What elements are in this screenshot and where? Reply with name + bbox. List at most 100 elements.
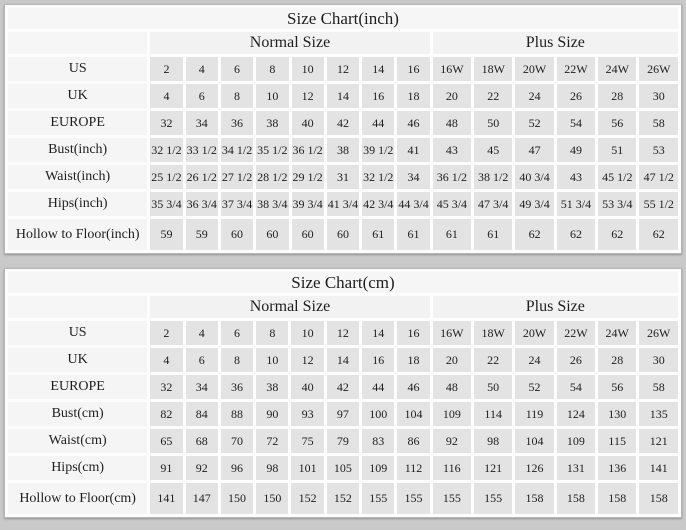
data-cell: 34 1/2 (220, 138, 254, 162)
data-cell: 41 3/4 (326, 192, 360, 216)
data-cell: 4 (185, 321, 218, 345)
data-cell: 38 1/2 (474, 165, 513, 189)
data-cell: 44 (362, 111, 395, 135)
data-cell: 20 (432, 348, 471, 372)
data-cell: 8 (256, 57, 289, 81)
data-cell: 20 (432, 84, 472, 108)
data-cell: 86 (397, 429, 430, 453)
data-cell: 18 (397, 84, 430, 108)
data-cell: 24W (598, 57, 637, 81)
data-cell: 48 (432, 375, 471, 399)
data-cell: 47 1/2 (639, 165, 678, 189)
data-cell: 40 (291, 111, 324, 135)
row-label: Waist(cm) (8, 429, 148, 453)
row-label: US (8, 57, 148, 81)
data-cell: 12 (291, 348, 324, 372)
data-cell: 62 (639, 219, 678, 250)
table-row: UK 4 6 8 10 12 14 16 18 20 22 24 26 28 30 (8, 84, 678, 108)
data-cell: 114 (474, 402, 513, 426)
data-cell: 10 (256, 84, 289, 108)
data-cell: 10 (291, 57, 324, 81)
data-cell: 43 (556, 165, 596, 189)
corner-cell (8, 296, 148, 318)
data-cell: 155 (432, 483, 471, 514)
data-cell: 14 (326, 348, 360, 372)
data-cell: 46 (397, 375, 430, 399)
data-cell: 16 (397, 321, 430, 345)
data-cell: 8 (220, 84, 254, 108)
data-cell: 121 (474, 456, 513, 480)
data-cell: 32 1/2 (150, 138, 183, 162)
data-cell: 93 (291, 402, 324, 426)
data-cell: 97 (326, 402, 360, 426)
data-cell: 10 (291, 321, 324, 345)
table-title: Size Chart(cm) (8, 272, 678, 293)
normal-size-header: Normal Size (150, 296, 430, 318)
corner-cell (8, 32, 148, 54)
data-cell: 61 (474, 219, 513, 250)
data-cell: 55 1/2 (639, 192, 678, 216)
data-cell: 104 (515, 429, 554, 453)
data-cell: 4 (185, 57, 218, 81)
data-cell: 54 (556, 375, 596, 399)
data-cell: 130 (598, 402, 637, 426)
data-cell: 47 (515, 138, 554, 162)
data-cell: 27 1/2 (220, 165, 254, 189)
data-cell: 26 (556, 84, 596, 108)
table-row: Hollow to Floor(cm) 141 147 150 150 152 152 155… (8, 483, 678, 514)
data-cell: 109 (432, 402, 471, 426)
data-cell: 109 (556, 429, 596, 453)
table-row: Bust(cm) 82 84 88 90 93 97 100 104 109 114 119 124 13… (8, 402, 678, 426)
group-header-row: Normal Size Plus Size (8, 296, 678, 318)
row-label: Waist(inch) (8, 165, 148, 189)
data-cell: 119 (515, 402, 554, 426)
data-cell: 158 (639, 483, 678, 514)
data-cell: 60 (326, 219, 360, 250)
data-cell: 105 (326, 456, 360, 480)
data-cell: 62 (598, 219, 637, 250)
data-cell: 45 3/4 (432, 192, 472, 216)
row-label: Hollow to Floor(cm) (8, 483, 148, 514)
data-cell: 147 (185, 483, 218, 514)
data-cell: 141 (150, 483, 183, 514)
data-cell: 35 3/4 (150, 192, 183, 216)
data-cell: 12 (291, 84, 324, 108)
data-cell: 4 (150, 348, 183, 372)
data-cell: 33 1/2 (185, 138, 218, 162)
data-cell: 6 (185, 84, 218, 108)
plus-size-header: Plus Size (432, 296, 678, 318)
data-cell: 90 (256, 402, 289, 426)
data-cell: 12 (326, 57, 360, 81)
data-cell: 58 (639, 111, 678, 135)
data-cell: 12 (326, 321, 360, 345)
data-cell: 61 (432, 219, 472, 250)
data-cell: 32 1/2 (362, 165, 395, 189)
data-cell: 116 (432, 456, 471, 480)
row-label: UK (8, 84, 148, 108)
data-cell: 49 (556, 138, 596, 162)
table-title-row: Size Chart(inch) (8, 8, 678, 29)
data-cell: 152 (291, 483, 324, 514)
row-label: UK (8, 348, 148, 372)
table-title-row: Size Chart(cm) (8, 272, 678, 293)
row-label: Bust(cm) (8, 402, 148, 426)
table-row: Waist(cm) 65 68 70 72 75 79 83 86 92 98 104 109 115 12… (8, 429, 678, 453)
data-cell: 8 (256, 321, 289, 345)
data-cell: 59 (185, 219, 218, 250)
data-cell: 60 (256, 219, 289, 250)
table-row: EUROPE 32 34 36 38 40 42 44 46 48 50 52 54 56 58 (8, 111, 678, 135)
data-cell: 150 (256, 483, 289, 514)
data-cell: 82 (150, 402, 183, 426)
data-cell: 36 1/2 (291, 138, 324, 162)
data-cell: 38 (256, 111, 289, 135)
data-cell: 18W (474, 321, 513, 345)
data-cell: 42 (326, 111, 360, 135)
data-cell: 60 (220, 219, 254, 250)
data-cell: 16W (432, 321, 471, 345)
data-cell: 49 3/4 (515, 192, 554, 216)
data-cell: 51 (598, 138, 637, 162)
data-cell: 44 (362, 375, 395, 399)
data-cell: 126 (515, 456, 554, 480)
data-cell: 34 (397, 165, 430, 189)
